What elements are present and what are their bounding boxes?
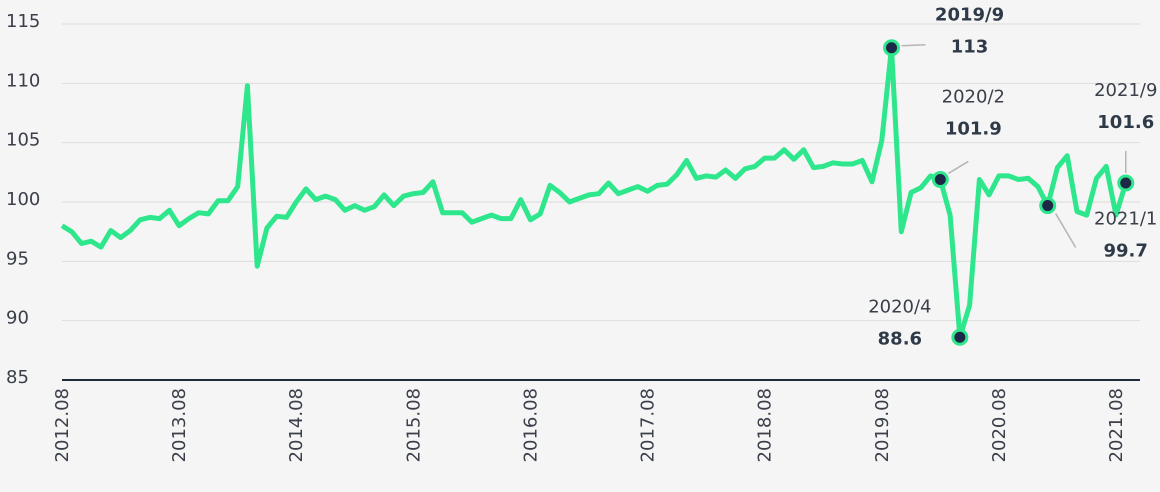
annotation-value: 113 <box>951 37 989 58</box>
x-tick-label: 2013.08 <box>169 388 190 462</box>
annotation-value: 101.6 <box>1097 112 1154 133</box>
annotation-value: 101.9 <box>945 118 1002 139</box>
annotation-date: 2020/2 <box>942 86 1005 107</box>
annotation-date: 2021/1 <box>1094 209 1157 230</box>
y-tick-label: 105 <box>6 130 40 151</box>
x-tick-label: 2014.08 <box>286 388 307 462</box>
leader-line <box>947 160 969 175</box>
y-tick-label: 90 <box>6 308 29 329</box>
highlight-point <box>951 328 969 346</box>
x-tick-label: 2021.08 <box>1106 388 1127 462</box>
leader-line <box>1055 213 1077 248</box>
annotation-date: 2021/9 <box>1094 80 1157 101</box>
highlight-point <box>1039 197 1057 215</box>
y-tick-label: 110 <box>6 70 40 91</box>
highlight-point <box>931 170 949 188</box>
y-tick-label: 95 <box>6 248 29 269</box>
x-tick-label: 2019.08 <box>872 388 893 462</box>
x-tick-label: 2018.08 <box>755 388 776 462</box>
y-tick-label: 115 <box>6 11 40 32</box>
data-line <box>60 45 1129 340</box>
x-tick-label: 2017.08 <box>638 388 659 462</box>
x-tick-label: 2015.08 <box>403 388 424 462</box>
highlight-point <box>1117 174 1135 192</box>
annotation-date: 2019/9 <box>935 5 1004 26</box>
annotation-value: 99.7 <box>1103 241 1147 262</box>
y-tick-label: 85 <box>6 367 29 388</box>
x-tick-label: 2012.08 <box>52 388 73 462</box>
annotation-value: 88.6 <box>878 328 922 349</box>
annotation-date: 2020/4 <box>868 296 931 317</box>
x-tick-label: 2016.08 <box>520 388 541 462</box>
y-tick-label: 100 <box>6 189 40 210</box>
highlight-point <box>883 39 901 57</box>
x-tick-label: 2020.08 <box>989 388 1010 462</box>
leader-line <box>901 43 926 47</box>
